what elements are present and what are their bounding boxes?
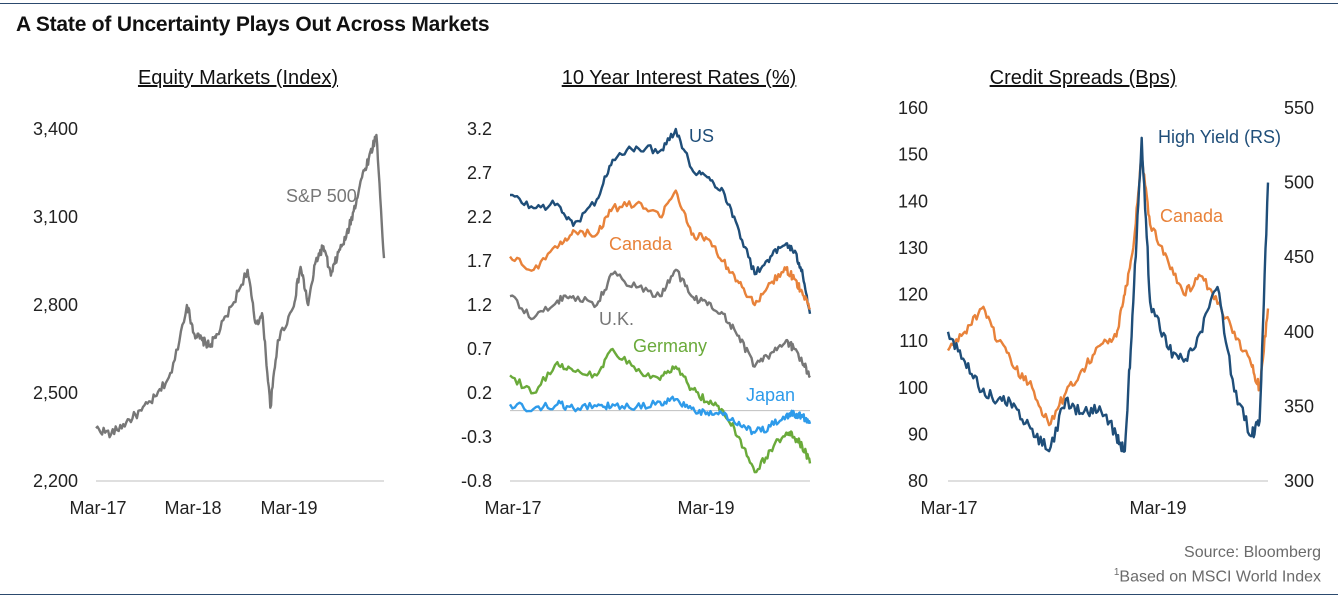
series-label-japan: Japan [746, 385, 795, 405]
series-line-u-k [509, 268, 812, 378]
series-line-high-yield-rs [946, 136, 1270, 453]
y-tick-label: 2.2 [467, 207, 492, 227]
chart-equity-markets-index: 2,200 2,500 2,800 3,100 3,400 Mar-17 Mar-18 Mar… [33, 119, 386, 518]
series-label-canada: Canada [609, 234, 673, 254]
y-right-tick-label: 500 [1284, 173, 1314, 193]
source-note: Source: Bloomberg [1184, 544, 1321, 561]
credit-panel-title: Credit Spreads (Bps) [989, 67, 1177, 89]
x-tick-label: Mar-19 [1129, 498, 1186, 518]
series-label-s-p-500: S&P 500 [286, 186, 357, 206]
series-label-us: US [689, 126, 714, 146]
y-tick-label: 140 [898, 191, 928, 211]
y-tick-label: -0.3 [461, 427, 492, 447]
series-line-japan [508, 395, 812, 436]
page-title: A State of Uncertainty Plays Out Across … [16, 13, 490, 36]
series-line-germany [509, 347, 812, 474]
y-tick-label: 3,100 [33, 207, 78, 227]
y-tick-label: 120 [898, 285, 928, 305]
footnote: 1Based on MSCI World Index [1114, 567, 1321, 586]
equity-panel-title: Equity Markets (Index) [137, 67, 339, 89]
y-tick-label: 3,400 [33, 119, 78, 139]
x-tick-label: Mar-19 [677, 498, 734, 518]
series-line-canada [946, 153, 1270, 427]
chart-10-year-interest-rates: 3.2 2.7 2.2 1.7 1.2 0.7 0.2 -0.3 -0.8 Mar-17 Mar-1… [461, 119, 812, 518]
y-tick-label: 2,200 [33, 471, 78, 491]
x-tick-label: Mar-18 [164, 498, 221, 518]
y-tick-label: 90 [908, 424, 928, 444]
series-line-s-p-500 [95, 133, 386, 439]
chart-credit-spreads-bps: 160 150 140 130 120 110 100 90 80 550 500 450 400 350… [898, 98, 1314, 518]
x-tick-label: Mar-19 [260, 498, 317, 518]
series-line-canada [509, 189, 811, 311]
series-label-germany: Germany [633, 336, 707, 356]
y-right-tick-label: 350 [1284, 396, 1314, 416]
y-tick-label: 2,800 [33, 295, 78, 315]
x-tick-label: Mar-17 [69, 498, 126, 518]
y-tick-label: 130 [898, 238, 928, 258]
y-tick-label: 110 [899, 331, 928, 351]
y-tick-label: 2,500 [33, 383, 78, 403]
top-rule [0, 3, 1338, 4]
y-tick-label: 2.7 [467, 163, 492, 183]
y-tick-label: 160 [898, 98, 928, 118]
y-tick-label: -0.8 [461, 471, 492, 491]
x-tick-label: Mar-17 [920, 498, 977, 518]
y-tick-label: 1.7 [467, 251, 492, 271]
series-line-us [510, 127, 812, 315]
y-right-tick-label: 450 [1284, 247, 1314, 267]
rates-panel-title: 10 Year Interest Rates (%) [561, 67, 797, 89]
footnote-text: Based on MSCI World Index [1119, 568, 1321, 586]
y-tick-label: 3.2 [467, 119, 492, 139]
y-right-tick-label: 300 [1284, 471, 1314, 491]
y-tick-label: 1.2 [467, 295, 492, 315]
y-tick-label: 80 [908, 471, 928, 491]
y-right-tick-label: 550 [1284, 98, 1314, 118]
y-tick-label: 100 [898, 378, 928, 398]
series-label-canada: Canada [1160, 206, 1224, 226]
y-right-tick-label: 400 [1284, 322, 1314, 342]
footnote-mark: 1 [1113, 567, 1120, 578]
series-label-u-k: U.K. [599, 309, 634, 329]
x-tick-label: Mar-17 [484, 498, 541, 518]
y-tick-label: 0.2 [467, 383, 492, 403]
y-tick-label: 150 [898, 145, 928, 165]
y-tick-label: 0.7 [467, 339, 492, 359]
bottom-rule [0, 594, 1338, 595]
series-label-high-yield-rs: High Yield (RS) [1158, 127, 1281, 147]
